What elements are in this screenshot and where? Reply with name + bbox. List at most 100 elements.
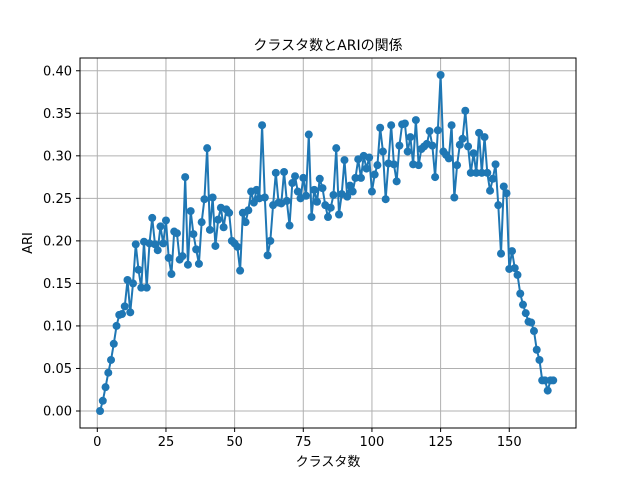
- data-point: [189, 230, 198, 239]
- x-tick-label: 25: [158, 435, 175, 450]
- data-point: [291, 172, 300, 181]
- axes-frame: [79, 57, 577, 429]
- data-point: [461, 106, 470, 115]
- data-point: [351, 173, 360, 182]
- data-point: [345, 181, 354, 190]
- data-point: [131, 240, 140, 249]
- data-point: [549, 376, 558, 385]
- data-point: [134, 265, 143, 274]
- data-point: [112, 321, 121, 330]
- y-tick-label: 0.40: [43, 64, 72, 79]
- data-point: [258, 121, 267, 130]
- data-point: [109, 339, 118, 348]
- data-point: [304, 130, 313, 139]
- data-point: [475, 128, 484, 137]
- data-point: [387, 121, 396, 130]
- data-point: [348, 187, 357, 196]
- data-point: [510, 264, 519, 273]
- data-point: [225, 208, 234, 217]
- data-point: [480, 133, 489, 142]
- data-point: [126, 308, 135, 317]
- data-point: [263, 251, 272, 260]
- y-axis-label: ARI: [21, 232, 36, 254]
- x-tick-label: 125: [428, 435, 453, 450]
- data-point: [486, 186, 495, 195]
- data-point: [491, 160, 500, 169]
- data-point: [403, 147, 412, 156]
- data-point: [280, 167, 289, 176]
- data-point: [431, 173, 440, 182]
- data-point: [472, 168, 481, 177]
- data-point: [370, 170, 379, 179]
- data-point: [203, 144, 212, 153]
- data-point: [411, 116, 420, 125]
- data-point: [381, 195, 390, 204]
- data-point: [318, 184, 327, 193]
- data-point: [244, 206, 253, 215]
- data-point: [302, 191, 311, 200]
- data-point: [142, 283, 151, 292]
- data-point: [197, 218, 206, 227]
- data-point: [334, 210, 343, 219]
- x-tick-label: 50: [226, 435, 243, 450]
- data-point: [513, 270, 522, 279]
- data-point: [529, 327, 538, 336]
- data-point: [436, 71, 445, 80]
- data-point: [192, 245, 201, 254]
- data-point: [521, 309, 530, 318]
- data-point: [367, 187, 376, 196]
- data-point: [365, 153, 374, 162]
- data-point: [288, 179, 297, 188]
- data-point: [518, 300, 527, 309]
- data-point: [200, 195, 209, 204]
- data-point: [186, 207, 195, 216]
- data-point: [392, 177, 401, 186]
- data-point: [315, 174, 324, 183]
- data-point: [153, 246, 162, 255]
- data-point: [466, 168, 475, 177]
- data-point: [104, 368, 113, 377]
- data-point: [453, 161, 462, 170]
- data-point: [299, 173, 308, 182]
- data-point: [340, 156, 349, 165]
- data-point: [271, 168, 280, 177]
- data-point: [313, 197, 322, 206]
- data-point: [98, 396, 107, 405]
- data-point: [395, 141, 404, 150]
- data-point: [181, 173, 190, 182]
- data-point: [378, 147, 387, 156]
- axis-ticks: 0 25 50 75 100 125 150 0.00 0.05 0.10 0.15 0.20 0.25…: [43, 64, 522, 450]
- data-point: [329, 190, 338, 199]
- data-point: [447, 121, 456, 130]
- data-point: [293, 187, 302, 196]
- data-point: [362, 164, 371, 173]
- data-point: [414, 161, 423, 170]
- y-tick-label: 0.20: [43, 234, 72, 249]
- y-tick-label: 0.25: [43, 192, 72, 207]
- data-point: [214, 215, 223, 224]
- data-points: [96, 71, 558, 415]
- data-point: [233, 242, 242, 251]
- data-point: [219, 223, 228, 232]
- data-point: [483, 168, 492, 177]
- data-point: [458, 134, 467, 143]
- x-tick-label: 100: [360, 435, 385, 450]
- data-point: [178, 252, 187, 261]
- data-point: [488, 174, 497, 183]
- data-point: [494, 201, 503, 210]
- data-point: [497, 249, 506, 258]
- data-point: [194, 259, 203, 268]
- data-point: [211, 241, 220, 250]
- data-point: [208, 193, 217, 202]
- x-tick-label: 150: [497, 435, 522, 450]
- y-tick-label: 0.35: [43, 107, 72, 122]
- data-point: [150, 240, 159, 249]
- data-point: [425, 127, 434, 136]
- data-point: [285, 221, 294, 230]
- data-point: [282, 196, 291, 205]
- data-point: [266, 236, 275, 245]
- y-tick-label: 0.15: [43, 277, 72, 292]
- data-point: [543, 386, 552, 395]
- data-point: [96, 406, 105, 415]
- data-point: [400, 119, 409, 128]
